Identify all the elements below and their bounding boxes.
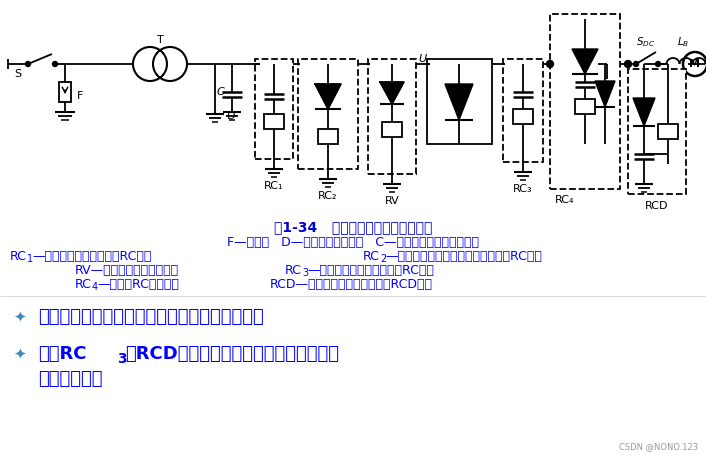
Text: T: T bbox=[157, 35, 163, 45]
Text: RC: RC bbox=[285, 263, 302, 276]
Bar bbox=[503, 59, 543, 162]
Bar bbox=[575, 99, 595, 114]
Text: 冲电路范畴。: 冲电路范畴。 bbox=[38, 370, 102, 388]
Text: S: S bbox=[14, 69, 22, 79]
Text: D: D bbox=[227, 111, 236, 121]
Polygon shape bbox=[595, 81, 615, 107]
Text: $L_B$: $L_B$ bbox=[677, 35, 689, 49]
Text: 1: 1 bbox=[27, 254, 33, 264]
Text: 电力电子装置可视具体情况只采用其中的几种。: 电力电子装置可视具体情况只采用其中的几种。 bbox=[38, 308, 264, 326]
Bar bbox=[658, 124, 678, 139]
Polygon shape bbox=[633, 98, 655, 126]
Text: 图1-34   过电压抑制措施及配置位置: 图1-34 过电压抑制措施及配置位置 bbox=[274, 220, 432, 234]
Bar bbox=[318, 129, 338, 144]
Text: 2: 2 bbox=[380, 254, 386, 264]
Text: RC₂: RC₂ bbox=[318, 191, 337, 201]
Text: ✦: ✦ bbox=[13, 309, 26, 325]
Text: 3: 3 bbox=[117, 352, 126, 366]
Text: RC: RC bbox=[10, 250, 27, 263]
Text: RCD—阀器件关断过电压抑制用RCD电路: RCD—阀器件关断过电压抑制用RCD电路 bbox=[270, 278, 433, 291]
Bar bbox=[513, 109, 533, 124]
Text: 4: 4 bbox=[92, 282, 98, 292]
Bar bbox=[427, 59, 492, 144]
Text: ✦: ✦ bbox=[13, 347, 26, 362]
Circle shape bbox=[625, 61, 631, 67]
Circle shape bbox=[52, 62, 57, 67]
Circle shape bbox=[25, 62, 30, 67]
Text: —阀侧浪涌过电压抑制用RC电路: —阀侧浪涌过电压抑制用RC电路 bbox=[32, 250, 151, 263]
Polygon shape bbox=[572, 49, 598, 74]
Text: U: U bbox=[418, 54, 426, 64]
Text: C: C bbox=[216, 87, 224, 97]
Bar bbox=[550, 14, 620, 189]
Bar bbox=[264, 114, 284, 129]
Text: RV—压敏电阻过电压抑制器: RV—压敏电阻过电压抑制器 bbox=[75, 263, 179, 276]
Text: —阀器件换相过电压抑制用RC电路: —阀器件换相过电压抑制用RC电路 bbox=[307, 263, 434, 276]
Bar bbox=[368, 59, 416, 174]
Polygon shape bbox=[380, 82, 404, 104]
Text: —直流侧RC抑制电路: —直流侧RC抑制电路 bbox=[97, 278, 179, 291]
Text: M: M bbox=[690, 59, 700, 69]
Text: —阀侧浪涌过电压抑制用反向阻断式RC电路: —阀侧浪涌过电压抑制用反向阻断式RC电路 bbox=[385, 250, 542, 263]
Text: RC₁: RC₁ bbox=[264, 181, 284, 191]
Text: $S_{DC}$: $S_{DC}$ bbox=[636, 35, 656, 49]
Text: RC: RC bbox=[363, 250, 380, 263]
Circle shape bbox=[546, 61, 554, 67]
Polygon shape bbox=[315, 84, 341, 109]
Text: RC₄: RC₄ bbox=[555, 195, 575, 205]
Text: 和RCD为抑制内因过电压的措施，属于缓: 和RCD为抑制内因过电压的措施，属于缓 bbox=[125, 345, 339, 363]
Text: 其中RC: 其中RC bbox=[38, 345, 87, 363]
Polygon shape bbox=[445, 84, 473, 120]
Text: RCD: RCD bbox=[645, 201, 669, 211]
Text: RC₃: RC₃ bbox=[513, 184, 533, 194]
Text: F: F bbox=[77, 91, 83, 101]
Bar bbox=[255, 59, 293, 159]
Text: RV: RV bbox=[385, 196, 400, 206]
Text: RC: RC bbox=[75, 278, 92, 291]
Text: CSDN @NONO.123: CSDN @NONO.123 bbox=[619, 442, 698, 451]
Text: 3: 3 bbox=[302, 268, 308, 278]
Bar bbox=[298, 59, 358, 169]
Bar bbox=[382, 122, 402, 137]
Text: F—避雷器   D—变压器静电屏蔽层   C—静电感应过电压抑制电容: F—避雷器 D—变压器静电屏蔽层 C—静电感应过电压抑制电容 bbox=[227, 235, 479, 248]
Bar bbox=[628, 69, 686, 194]
Circle shape bbox=[633, 62, 638, 67]
Bar bbox=[59, 82, 71, 102]
Circle shape bbox=[655, 62, 661, 67]
